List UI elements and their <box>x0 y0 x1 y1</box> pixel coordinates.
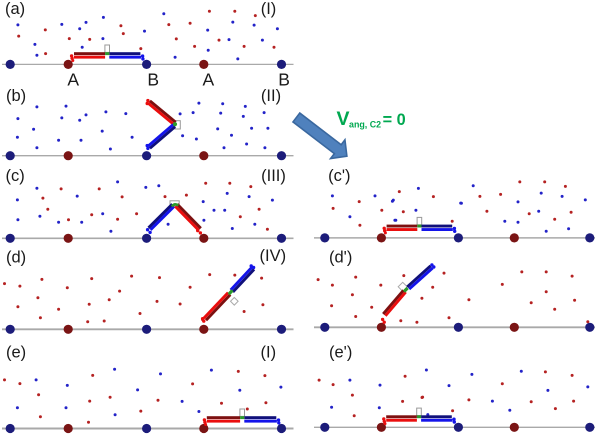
svg-text:B: B <box>278 70 290 90</box>
svg-text:(d): (d) <box>6 248 26 266</box>
svg-text:(I): (I) <box>261 0 277 18</box>
svg-text:(d'): (d') <box>329 248 352 266</box>
svg-text:(c): (c) <box>6 167 25 185</box>
svg-text:(I): (I) <box>261 343 277 361</box>
svg-text:(II): (II) <box>261 87 281 105</box>
svg-text:(IV): (IV) <box>260 247 287 265</box>
svg-text:A: A <box>202 70 214 90</box>
svg-text:(c'): (c') <box>328 167 350 185</box>
svg-text:(a): (a) <box>5 0 25 18</box>
svg-text:(e): (e) <box>6 343 26 361</box>
svg-text:A: A <box>67 70 79 90</box>
svg-text:Vang, C2= 0: Vang, C2= 0 <box>337 108 406 130</box>
svg-text:(III): (III) <box>261 167 286 185</box>
svg-text:(e'): (e') <box>329 343 352 361</box>
svg-text:(b): (b) <box>6 87 26 105</box>
svg-text:B: B <box>147 70 159 90</box>
